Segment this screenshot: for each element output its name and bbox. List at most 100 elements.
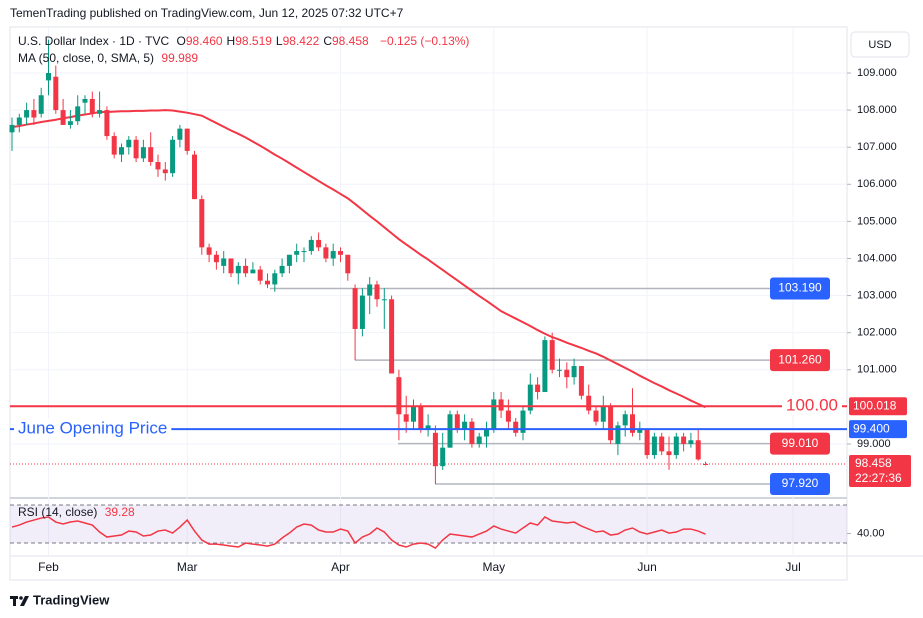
candle-body xyxy=(352,288,358,329)
candle-body xyxy=(250,269,256,274)
candle-body xyxy=(46,72,51,81)
candle-body xyxy=(578,366,584,396)
y-tick-label: 108.000 xyxy=(857,104,897,116)
candle-body xyxy=(170,139,176,174)
candle-body xyxy=(637,429,643,433)
candle-body xyxy=(148,147,154,163)
candle-body xyxy=(505,410,511,422)
axis-price-box xyxy=(849,420,907,439)
candle-body xyxy=(651,436,657,456)
level-box xyxy=(770,432,830,455)
candle-body xyxy=(403,414,409,422)
candle-body xyxy=(31,110,37,118)
candle-body xyxy=(75,106,81,122)
axis-price-label: 99.400 xyxy=(853,421,890,435)
x-tick-label: Apr xyxy=(331,560,350,574)
candle-body xyxy=(447,414,453,448)
y-tick-label: 104.000 xyxy=(857,252,897,264)
rsi-value: 39.28 xyxy=(104,505,135,519)
candle-body xyxy=(374,284,380,300)
candle-body xyxy=(82,98,88,103)
rsi-tick-label: 40.00 xyxy=(857,527,885,539)
candle-body xyxy=(542,340,548,393)
x-tick-label: Mar xyxy=(177,560,198,574)
candle-body xyxy=(119,147,124,155)
x-tick-label: May xyxy=(482,560,505,574)
candle-body xyxy=(432,432,438,467)
axis-price-box xyxy=(849,397,907,416)
candle-body xyxy=(520,410,526,433)
currency-label[interactable]: USD xyxy=(868,39,891,51)
candle-body xyxy=(228,258,234,274)
candle-body xyxy=(126,139,132,148)
candle-body xyxy=(162,169,168,174)
candle-body xyxy=(703,463,708,465)
candle-body xyxy=(323,247,329,259)
y-tick-label: 103.000 xyxy=(857,289,897,301)
candle-body xyxy=(345,254,351,274)
currency-button[interactable] xyxy=(850,31,910,58)
footer-brand: TradingView xyxy=(33,592,110,607)
candle-body xyxy=(418,406,424,430)
annotation: June Opening Price xyxy=(18,419,167,438)
candle-body xyxy=(608,406,614,441)
annotation: 100.00 xyxy=(786,396,838,415)
ohlc-value: 98.422 xyxy=(282,34,320,48)
legend-rsi: RSI (14, close) 39.28 xyxy=(18,505,139,519)
candle-body xyxy=(338,251,343,255)
candle-body xyxy=(498,399,504,411)
rsi-band xyxy=(10,505,847,544)
candle-body xyxy=(104,110,110,137)
candle-body xyxy=(535,384,541,393)
y-tick-label: 105.000 xyxy=(857,215,897,227)
candle-body xyxy=(571,366,577,378)
candle-body xyxy=(221,258,227,266)
legend-ma: MA (50, close, 0, SMA, 5) 99.989 xyxy=(18,51,202,65)
candle-body xyxy=(695,440,701,460)
candle-body xyxy=(440,447,446,467)
ohlc-key: L xyxy=(275,34,283,48)
ma-name: MA (50, close, 0, SMA, 5) xyxy=(18,51,155,65)
candle-body xyxy=(564,369,570,378)
ohlc-value: 98.458 xyxy=(331,34,369,48)
level-box xyxy=(770,349,830,372)
candle-body xyxy=(9,124,15,133)
y-tick-label: 102.000 xyxy=(857,327,897,339)
candle-body xyxy=(527,384,533,411)
last-price-label: 98.458 xyxy=(855,456,892,470)
candle-body xyxy=(155,162,161,170)
candle-body xyxy=(491,399,497,430)
y-tick-label: 99.000 xyxy=(857,438,891,450)
ohlc-value: 98.460 xyxy=(185,34,223,48)
candle-body xyxy=(67,121,73,125)
change: −0.125 (−0.13%) xyxy=(380,34,470,48)
candle-body xyxy=(549,340,555,370)
candle-body xyxy=(513,421,519,433)
logo xyxy=(10,596,29,606)
ohlc-key: C xyxy=(323,34,332,48)
grid xyxy=(10,27,847,555)
countdown: 22:27:36 xyxy=(855,471,902,485)
y-tick-label: 107.000 xyxy=(857,141,897,153)
candle-body xyxy=(666,451,672,456)
candle-body xyxy=(396,377,402,415)
annotation-bg xyxy=(782,395,842,415)
candle-body xyxy=(593,410,599,422)
candle-body xyxy=(243,265,249,274)
ohlc-key: O xyxy=(176,34,186,48)
annotation-bg xyxy=(14,418,172,438)
candle-body xyxy=(286,254,292,266)
candle-body xyxy=(681,436,687,444)
ohlc: O98.460 H98.519 L98.422 C98.458 xyxy=(177,34,373,48)
candle-body xyxy=(586,395,592,411)
ohlc-value: 98.519 xyxy=(235,34,272,48)
y-tick-label: 106.000 xyxy=(857,178,897,190)
candle-body xyxy=(308,239,314,252)
candle-body xyxy=(206,247,212,255)
x-tick-label: Jun xyxy=(637,560,656,574)
candle-body xyxy=(184,128,190,151)
rsi-name: RSI (14, close) xyxy=(18,505,98,519)
